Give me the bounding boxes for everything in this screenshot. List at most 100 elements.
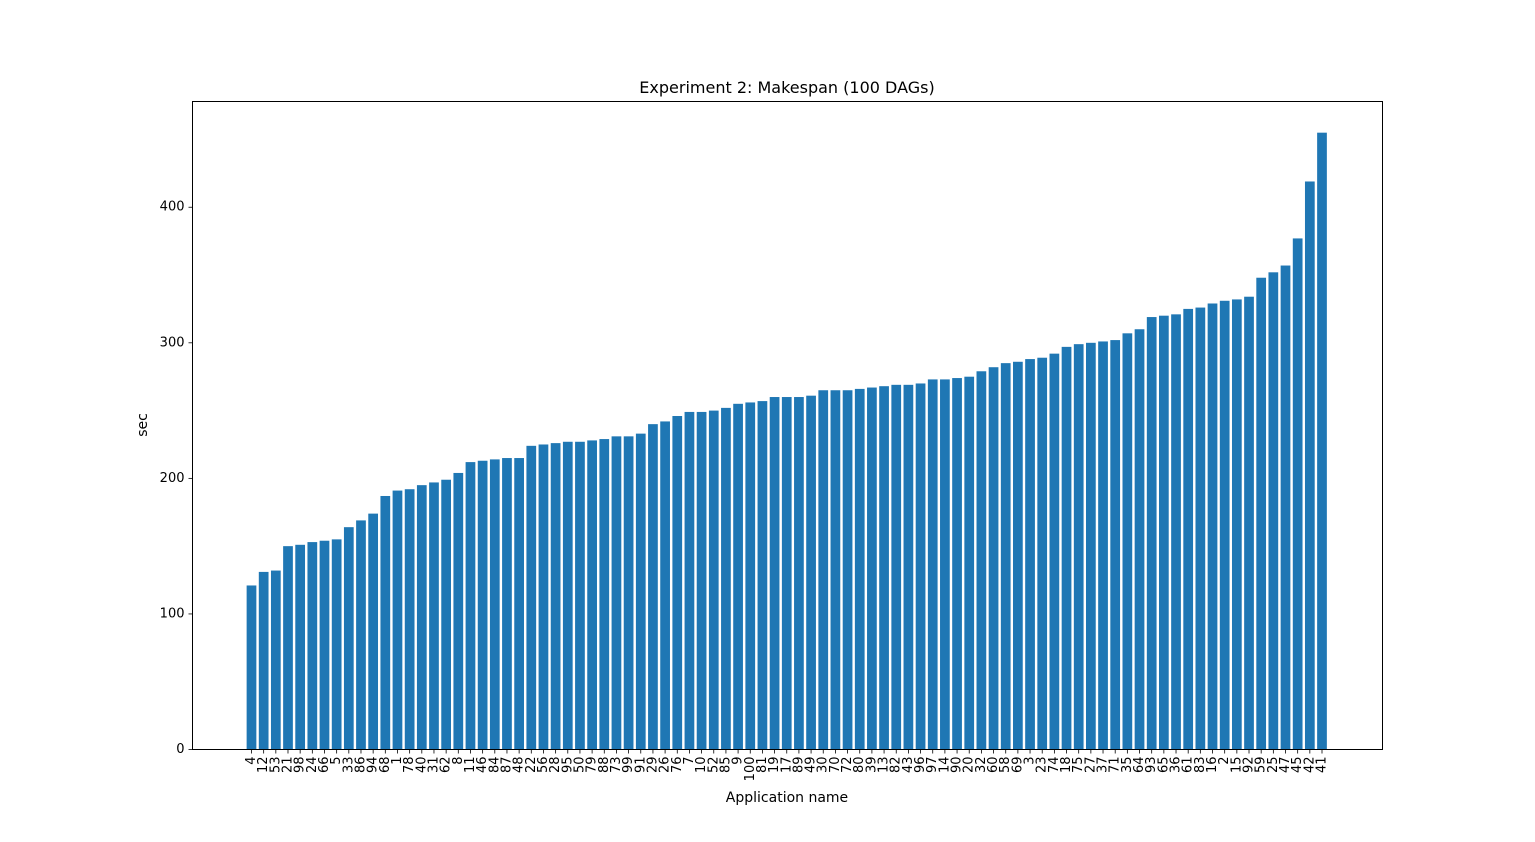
x-tick-label: 40 (414, 757, 429, 774)
x-tick-label: 2 (1217, 757, 1232, 765)
bar-26 (660, 421, 670, 750)
bar-79 (587, 440, 597, 750)
bar-50 (575, 441, 585, 750)
x-tick-label: 4 (244, 757, 259, 765)
x-tick-label: 59 (1254, 757, 1269, 774)
x-tick-label: 87 (499, 757, 514, 774)
x-tick-label: 16 (1205, 757, 1220, 774)
bar-92 (1244, 296, 1254, 750)
bar-37 (1098, 341, 1108, 750)
x-tick-label: 9 (731, 757, 746, 765)
bar-97 (927, 379, 938, 750)
x-tick-label: 72 (840, 757, 855, 774)
y-tick-label: 0 (176, 742, 184, 757)
x-tick-label: 93 (1144, 757, 1159, 774)
x-tick-label: 56 (536, 757, 551, 774)
x-tick-label: 7 (682, 757, 697, 765)
bar-61 (1183, 308, 1194, 750)
x-tick-label: 66 (317, 757, 332, 774)
bar-14 (940, 379, 950, 750)
x-tick-label: 91 (633, 757, 648, 774)
bar-32 (976, 371, 987, 750)
x-tick-label: 90 (950, 757, 965, 774)
x-tick-label: 24 (305, 757, 320, 774)
x-tick-label: 10 (694, 757, 709, 774)
x-tick-label: 27 (1083, 757, 1098, 774)
bar-20 (964, 376, 975, 750)
bar-17 (781, 397, 792, 750)
bar-93 (1146, 317, 1157, 750)
x-tick-label: 42 (1302, 757, 1317, 774)
bar-9 (733, 403, 743, 750)
bar-42 (1304, 181, 1315, 750)
bar-46 (477, 460, 488, 750)
bar-68 (380, 495, 391, 750)
bar-12 (258, 571, 269, 750)
x-tick-label: 26 (658, 757, 673, 774)
x-tick-label: 31 (426, 757, 441, 774)
bar-10 (696, 411, 707, 750)
x-tick-label: 28 (548, 757, 563, 774)
bar-83 (1195, 307, 1206, 750)
bar-1 (392, 490, 403, 750)
bar-53 (270, 570, 281, 750)
bar-22 (526, 445, 537, 750)
bar-58 (1000, 363, 1011, 750)
bar-27 (1086, 342, 1096, 750)
bar-71 (1110, 340, 1121, 750)
x-tick-label: 5 (329, 757, 344, 765)
x-tick-label: 17 (779, 757, 794, 774)
x-tick-label: 13 (877, 757, 892, 774)
x-tick-label: 89 (791, 757, 806, 774)
x-tick-label: 11 (463, 757, 478, 774)
x-tick-label: 29 (645, 757, 660, 774)
bar-89 (794, 397, 804, 750)
x-tick-label: 48 (512, 757, 527, 774)
x-tick-label: 98 (293, 757, 308, 774)
bar-7 (684, 411, 695, 750)
x-tick-label: 12 (256, 757, 271, 774)
bar-64 (1134, 329, 1145, 750)
bar-62 (441, 479, 451, 750)
x-tick-label: 53 (268, 757, 283, 774)
x-tick-label: 25 (1266, 757, 1281, 774)
bar-99 (623, 436, 634, 750)
x-tick-label: 52 (706, 757, 721, 774)
x-tick-label: 8 (451, 757, 466, 765)
x-axis: 4125321982466533869468178403162811468487… (244, 749, 1330, 781)
x-tick-label: 14 (937, 757, 952, 774)
bar-35 (1122, 333, 1133, 750)
bar-25 (1268, 272, 1279, 750)
x-tick-label: 80 (852, 757, 867, 774)
bar-36 (1171, 314, 1181, 750)
bar-21 (283, 546, 293, 750)
bar-43 (903, 384, 914, 750)
bar-100 (745, 402, 756, 750)
x-tick-label: 65 (1156, 757, 1171, 774)
bar-75 (1073, 344, 1084, 750)
bar-81 (757, 401, 768, 750)
x-tick-label: 68 (378, 757, 393, 774)
x-tick-label: 36 (1169, 757, 1184, 774)
x-tick-label: 43 (901, 757, 916, 774)
y-tick-label: 300 (160, 335, 185, 350)
bar-84 (489, 459, 500, 750)
bar-19 (769, 397, 780, 750)
x-tick-label: 94 (366, 757, 381, 774)
bar-94 (368, 513, 379, 750)
x-tick-label: 86 (353, 757, 368, 774)
x-tick-label: 32 (974, 757, 989, 774)
x-tick-label: 92 (1242, 757, 1257, 774)
plot-frame (192, 101, 1383, 750)
x-tick-label: 79 (585, 757, 600, 774)
bar-4 (246, 585, 257, 750)
x-tick-label: 71 (1108, 757, 1123, 774)
bar-3 (1025, 359, 1035, 750)
bar-13 (879, 386, 889, 750)
x-tick-label: 62 (439, 757, 454, 774)
x-tick-label: 22 (524, 757, 539, 774)
x-tick-label: 39 (864, 757, 879, 774)
x-tick-label: 60 (986, 757, 1001, 774)
x-tick-label: 74 (1047, 757, 1062, 774)
